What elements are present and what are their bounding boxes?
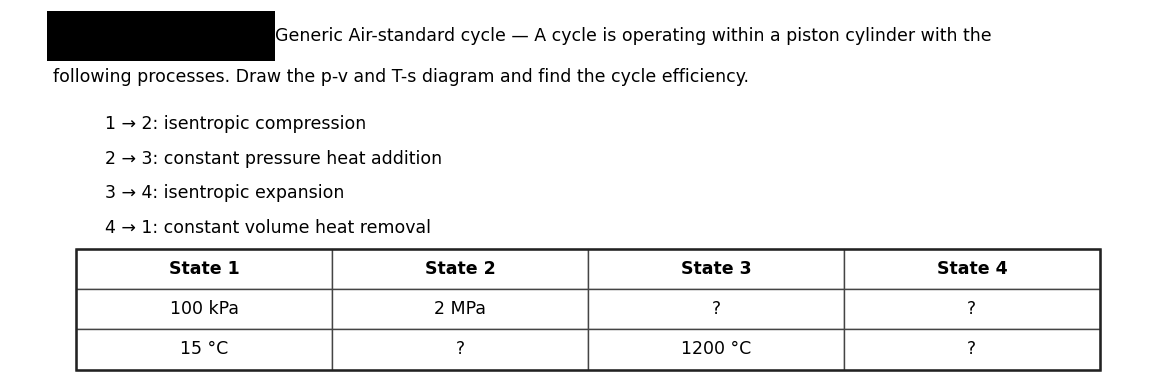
Bar (47, 11, 275, 61)
Bar (844, 249, 1100, 289)
Bar (332, 329, 587, 370)
Text: 1200 °C: 1200 °C (681, 340, 751, 358)
Text: 1 → 2: isentropic compression: 1 → 2: isentropic compression (105, 116, 366, 133)
Text: State 4: State 4 (936, 260, 1007, 278)
Text: following processes. Draw the p-v and T-s diagram and find the cycle efficiency.: following processes. Draw the p-v and T-… (53, 68, 749, 85)
Bar (76, 289, 332, 329)
Text: State 2: State 2 (425, 260, 495, 278)
Text: 100 kPa: 100 kPa (170, 300, 239, 318)
Text: 15 °C: 15 °C (180, 340, 228, 358)
Text: ?: ? (968, 340, 977, 358)
Bar (587, 289, 844, 329)
Text: ?: ? (711, 300, 721, 318)
Bar (76, 329, 332, 370)
Bar (844, 329, 1100, 370)
Bar (844, 289, 1100, 329)
Bar (332, 289, 587, 329)
Text: 2 → 3: constant pressure heat addition: 2 → 3: constant pressure heat addition (105, 150, 442, 168)
Text: State 3: State 3 (681, 260, 751, 278)
Text: State 1: State 1 (168, 260, 240, 278)
Text: Generic Air-standard cycle — A cycle is operating within a piston cylinder with : Generic Air-standard cycle — A cycle is … (275, 28, 992, 45)
Text: 3 → 4: isentropic expansion: 3 → 4: isentropic expansion (105, 185, 345, 202)
Bar (587, 329, 844, 370)
Text: 4 → 1: constant volume heat removal: 4 → 1: constant volume heat removal (105, 219, 432, 237)
Bar (76, 249, 1100, 370)
Bar (587, 249, 844, 289)
Text: ?: ? (968, 300, 977, 318)
Bar (76, 249, 332, 289)
Text: ?: ? (455, 340, 464, 358)
Text: 2 MPa: 2 MPa (434, 300, 486, 318)
Bar (332, 249, 587, 289)
